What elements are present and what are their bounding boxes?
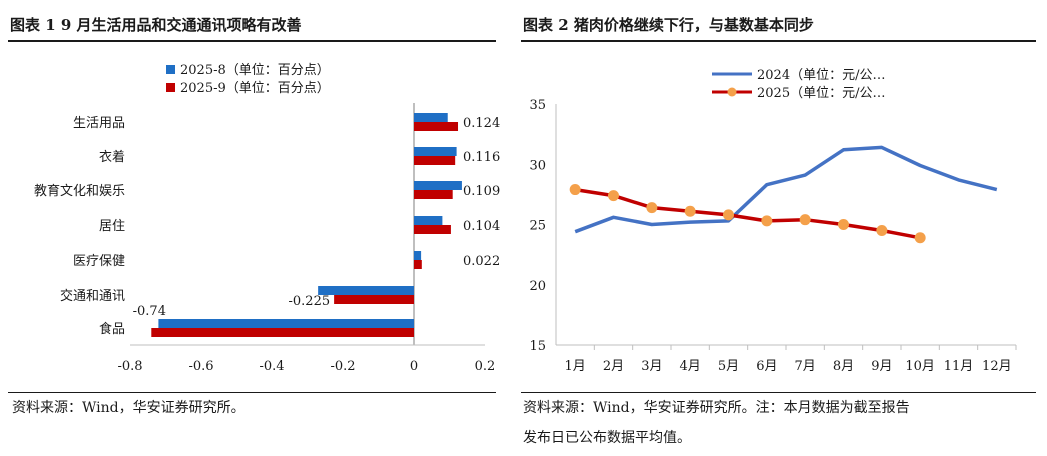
x-tick-label: 10月	[905, 359, 935, 374]
point-marker-2025	[608, 190, 619, 202]
category-label: 食品	[99, 321, 125, 337]
point-marker-2025	[761, 215, 773, 227]
bar-2025-8	[414, 113, 448, 122]
x-tick-label: 6月	[756, 359, 777, 374]
x-tick-label: 0	[410, 359, 418, 374]
x-tick-label: 1月	[565, 359, 586, 374]
data-label: 0.022	[463, 254, 500, 269]
point-marker-2025	[876, 225, 888, 237]
x-tick-label: 11月	[944, 359, 974, 374]
legend-marker-2	[727, 87, 737, 97]
right-title-rule	[521, 40, 1036, 42]
point-marker-2025	[684, 205, 696, 217]
bar-2025-8	[414, 147, 457, 156]
category-label: 交通和通讯	[60, 288, 125, 304]
x-tick-label: -0.2	[330, 359, 355, 374]
x-tick-label: -0.6	[188, 359, 213, 374]
series-line-2025	[574, 187, 921, 240]
category-label: 教育文化和娱乐	[34, 183, 125, 199]
data-label: 0.116	[463, 150, 500, 165]
bar-2025-8	[414, 181, 462, 190]
point-marker-2025	[569, 184, 581, 196]
left-title-rule	[8, 40, 496, 42]
right-source-rule	[521, 392, 1036, 393]
left-chart-title: 图表 1 9 月生活用品和交通通讯项略有改善	[10, 16, 302, 34]
y-tick-label: 35	[529, 98, 546, 113]
bar-2025-9	[334, 295, 414, 304]
bar-2025-9	[414, 156, 456, 165]
data-label: -0.225	[289, 294, 331, 309]
left-source-rule	[8, 392, 496, 393]
point-marker-2025	[838, 219, 849, 230]
x-tick-label: 2月	[603, 359, 624, 374]
legend-label-2: 2025-9（单位：百分点）	[180, 81, 330, 96]
legend-swatch-2	[166, 83, 175, 92]
bar-2025-8	[158, 319, 414, 328]
x-tick-label: -0.8	[117, 359, 142, 374]
data-label: 0.109	[463, 184, 500, 199]
category-label: 居住	[99, 219, 125, 234]
data-label: -0.74	[133, 304, 166, 319]
bar-2025-9	[414, 190, 453, 199]
point-marker-2025	[646, 202, 658, 214]
bar-2025-8	[318, 286, 414, 295]
legend-swatch-1	[166, 65, 175, 74]
y-tick-label: 25	[529, 219, 546, 234]
data-label: 0.104	[463, 219, 500, 234]
x-tick-label: 4月	[680, 359, 701, 374]
point-marker-2025	[723, 209, 734, 221]
bar-2025-8	[414, 251, 422, 260]
bar-2025-9	[414, 225, 451, 234]
x-tick-label: 9月	[871, 359, 892, 374]
series-line-2024	[574, 145, 998, 234]
bar-2025-9	[151, 328, 415, 337]
point-marker-2025	[799, 214, 811, 226]
y-tick-label: 15	[529, 339, 546, 354]
legend-label-1: 2024（单位：元/公…	[757, 68, 885, 83]
left-source-note: 资料来源：Wind，华安证券研究所。	[12, 400, 245, 416]
y-tick-label: 20	[529, 279, 546, 294]
y-tick-label: 30	[529, 158, 546, 173]
x-tick-label: 12月	[982, 359, 1012, 374]
legend-label-1: 2025-8（单位：百分点）	[180, 63, 330, 78]
x-tick-label: 0.2	[475, 359, 496, 374]
category-label: 生活用品	[73, 116, 125, 131]
right-source-note-line2: 发布日已公布数据平均值。	[523, 430, 691, 446]
data-label: 0.124	[463, 116, 500, 131]
x-tick-label: 3月	[641, 359, 662, 374]
x-tick-label: 5月	[718, 359, 739, 374]
bar-2025-9	[414, 260, 422, 269]
right-chart-title: 图表 2 猪肉价格继续下行，与基数基本同步	[523, 16, 814, 34]
x-tick-label: 8月	[833, 359, 854, 374]
bar-2025-8	[414, 216, 443, 225]
category-label: 衣着	[99, 149, 125, 165]
point-marker-2025	[914, 232, 926, 244]
category-label: 医疗保健	[73, 254, 125, 269]
x-tick-label: 7月	[795, 359, 816, 374]
right-source-note-line1: 资料来源：Wind，华安证券研究所。注：本月数据为截至报告	[523, 400, 910, 416]
x-tick-label: -0.4	[259, 359, 284, 374]
legend-label-2: 2025（单位：元/公…	[757, 86, 885, 101]
bar-2025-9	[414, 122, 459, 131]
